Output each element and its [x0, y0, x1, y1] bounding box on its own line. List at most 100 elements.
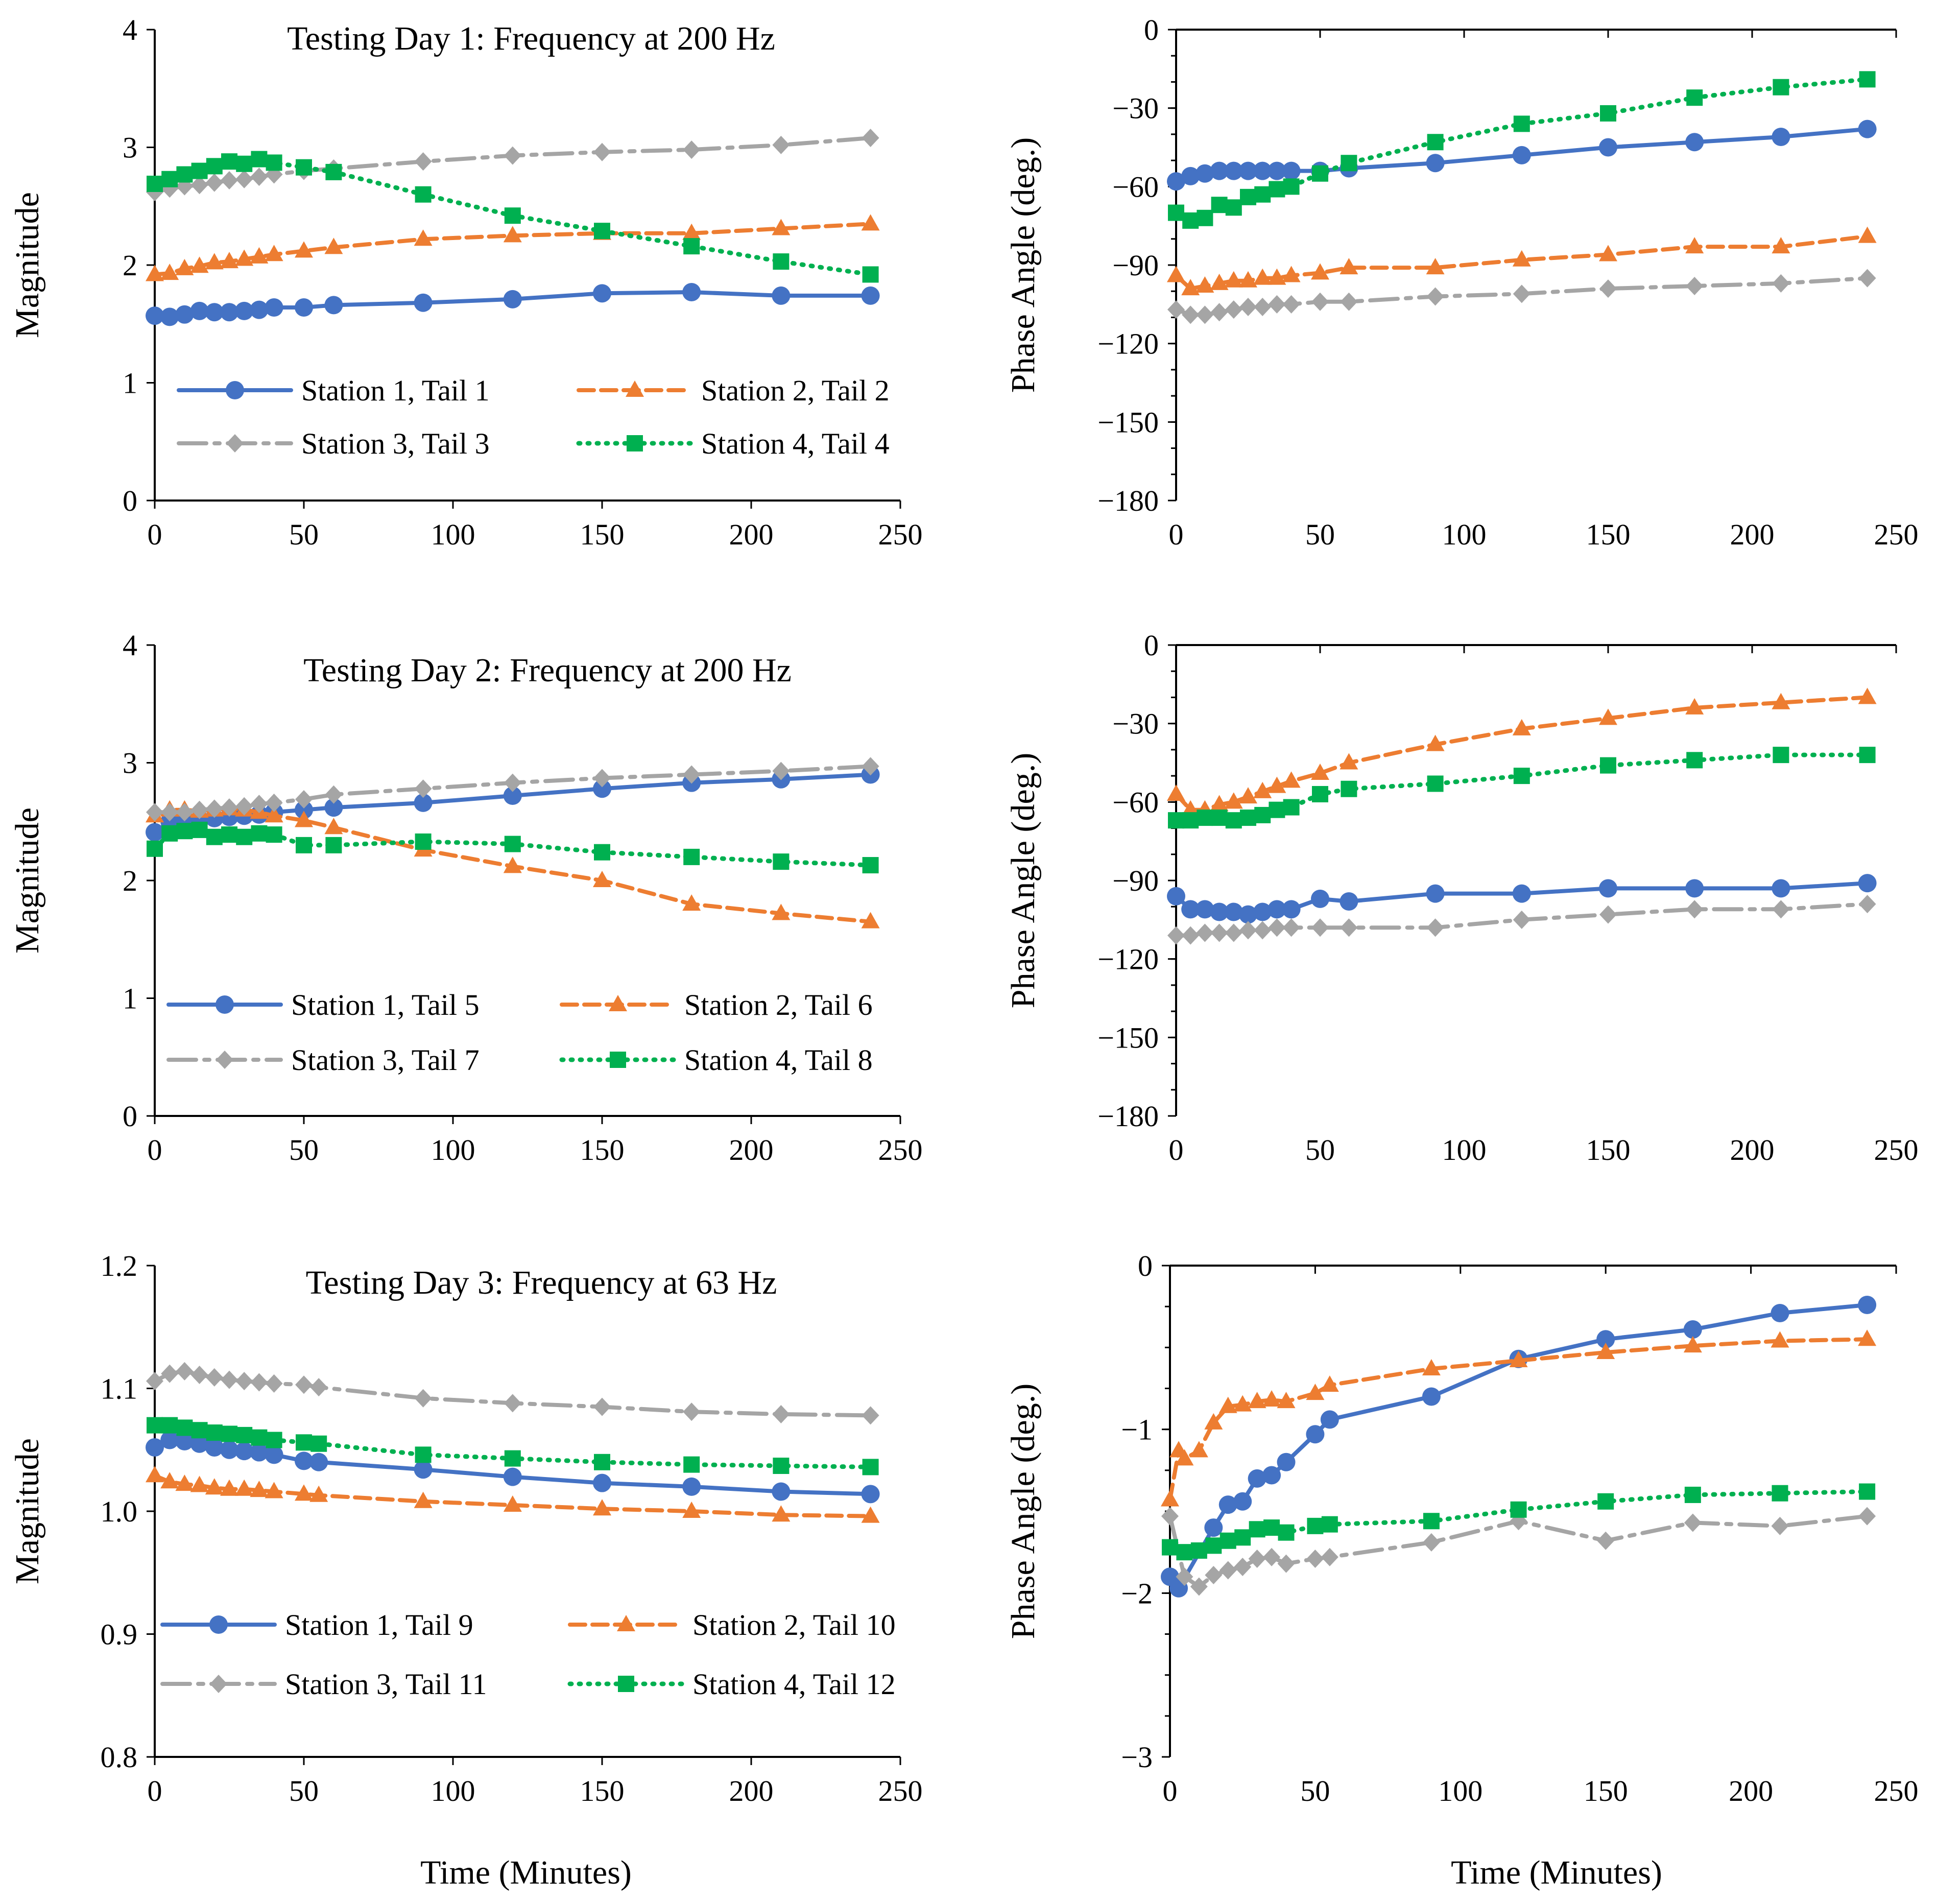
y-tick-label: 0 — [123, 1100, 137, 1133]
y-tick-label: −90 — [1112, 249, 1159, 282]
data-point — [593, 1397, 611, 1416]
data-point — [250, 1373, 268, 1392]
data-point — [1340, 918, 1358, 937]
series-4 — [1168, 747, 1876, 829]
y-tick-label: −120 — [1097, 327, 1159, 361]
data-point — [862, 757, 879, 776]
data-point — [1858, 226, 1877, 243]
data-point — [265, 1374, 283, 1393]
data-point — [250, 247, 269, 264]
data-point — [1182, 926, 1200, 945]
data-point — [1772, 128, 1790, 147]
data-point — [414, 779, 432, 798]
data-point — [1176, 1567, 1193, 1586]
data-point — [146, 1372, 163, 1391]
data-point — [1210, 795, 1229, 812]
data-point — [1283, 178, 1300, 195]
x-tick-label: 250 — [878, 1774, 923, 1807]
data-point — [1224, 271, 1243, 288]
data-point — [1771, 1303, 1789, 1322]
data-point — [265, 806, 283, 823]
data-point — [1269, 181, 1285, 198]
x-tick-label: 200 — [1729, 1774, 1773, 1807]
data-point — [1341, 780, 1357, 797]
x-tick-label: 250 — [878, 1133, 923, 1167]
legend-label: Station 4, Tail 12 — [692, 1668, 896, 1701]
x-tick-label: 150 — [1584, 1774, 1628, 1807]
data-point — [1282, 771, 1301, 788]
y-tick-label: −2 — [1121, 1577, 1153, 1610]
data-point — [1859, 747, 1876, 764]
data-point — [1219, 1561, 1237, 1580]
data-point — [1225, 199, 1242, 216]
data-point — [1686, 752, 1703, 769]
data-point — [1240, 188, 1256, 205]
data-point — [593, 1473, 611, 1492]
data-point — [221, 826, 237, 843]
data-point — [861, 214, 880, 231]
data-point — [1422, 1533, 1440, 1552]
data-point — [503, 1467, 522, 1486]
legend-label: Station 4, Tail 4 — [701, 427, 890, 460]
x-tick-label: 50 — [289, 1774, 319, 1807]
data-point — [235, 301, 254, 320]
data-point — [1282, 295, 1300, 314]
y-tick-label: 2 — [123, 249, 137, 282]
data-point — [594, 1454, 610, 1470]
data-point — [1218, 1396, 1237, 1413]
data-point — [594, 844, 610, 861]
x-tick-label: 100 — [1438, 1774, 1482, 1807]
data-point — [1683, 1320, 1702, 1339]
data-point — [325, 837, 342, 853]
data-point — [682, 894, 701, 911]
y-tick-label: 3 — [123, 747, 137, 780]
data-point — [1858, 120, 1877, 138]
chart-title: Testing Day 3: Frequency at 63 Hz — [306, 1264, 777, 1301]
data-point — [1218, 1495, 1237, 1514]
data-point — [1269, 801, 1285, 818]
y-tick-label: −150 — [1097, 406, 1159, 439]
data-point — [1771, 1516, 1789, 1535]
data-point — [1427, 134, 1444, 151]
data-point — [161, 1417, 178, 1434]
data-point — [1512, 884, 1531, 903]
data-point — [414, 793, 433, 812]
data-point — [309, 1485, 328, 1502]
data-point — [1254, 297, 1272, 316]
data-point — [220, 1440, 238, 1459]
data-point — [1340, 258, 1358, 275]
data-point — [1513, 910, 1531, 929]
y-tick-label: 0 — [1138, 1249, 1153, 1282]
series-2 — [1167, 226, 1877, 296]
x-tick-label: 250 — [1874, 1133, 1919, 1167]
data-point — [415, 1446, 432, 1463]
data-point — [220, 303, 238, 322]
data-point — [1167, 887, 1185, 906]
data-point — [1512, 146, 1531, 164]
day2-phase-chart: 0 50 100 150 200 250 0 −30 −60 −90 −120 −150 −180 Pha… — [1005, 629, 1919, 1167]
data-point — [414, 152, 432, 171]
data-point — [1513, 768, 1530, 784]
x-tick-label: 100 — [1442, 518, 1487, 551]
data-point — [1263, 1519, 1280, 1536]
legend: Station 1, Tail 5 Station 2, Tail 6 Statio… — [166, 988, 873, 1077]
data-point — [504, 146, 521, 165]
data-point — [1263, 1548, 1281, 1566]
legend-marker — [210, 1675, 227, 1693]
data-point — [862, 266, 879, 283]
y-tick-label: 0.8 — [101, 1741, 138, 1774]
x-tick-label: 50 — [289, 1133, 319, 1167]
data-point — [1684, 1486, 1701, 1503]
legend-label: Station 4, Tail 8 — [684, 1043, 873, 1077]
data-point — [1684, 1513, 1702, 1532]
data-point — [1268, 900, 1286, 919]
x-tick-label: 200 — [729, 1133, 774, 1167]
data-point — [503, 290, 522, 308]
data-point — [1423, 1513, 1440, 1530]
data-point — [1182, 812, 1199, 829]
data-point — [191, 162, 208, 179]
data-point — [1426, 154, 1445, 173]
data-point — [1596, 1330, 1615, 1349]
data-point — [190, 1434, 209, 1453]
data-point — [205, 173, 223, 192]
